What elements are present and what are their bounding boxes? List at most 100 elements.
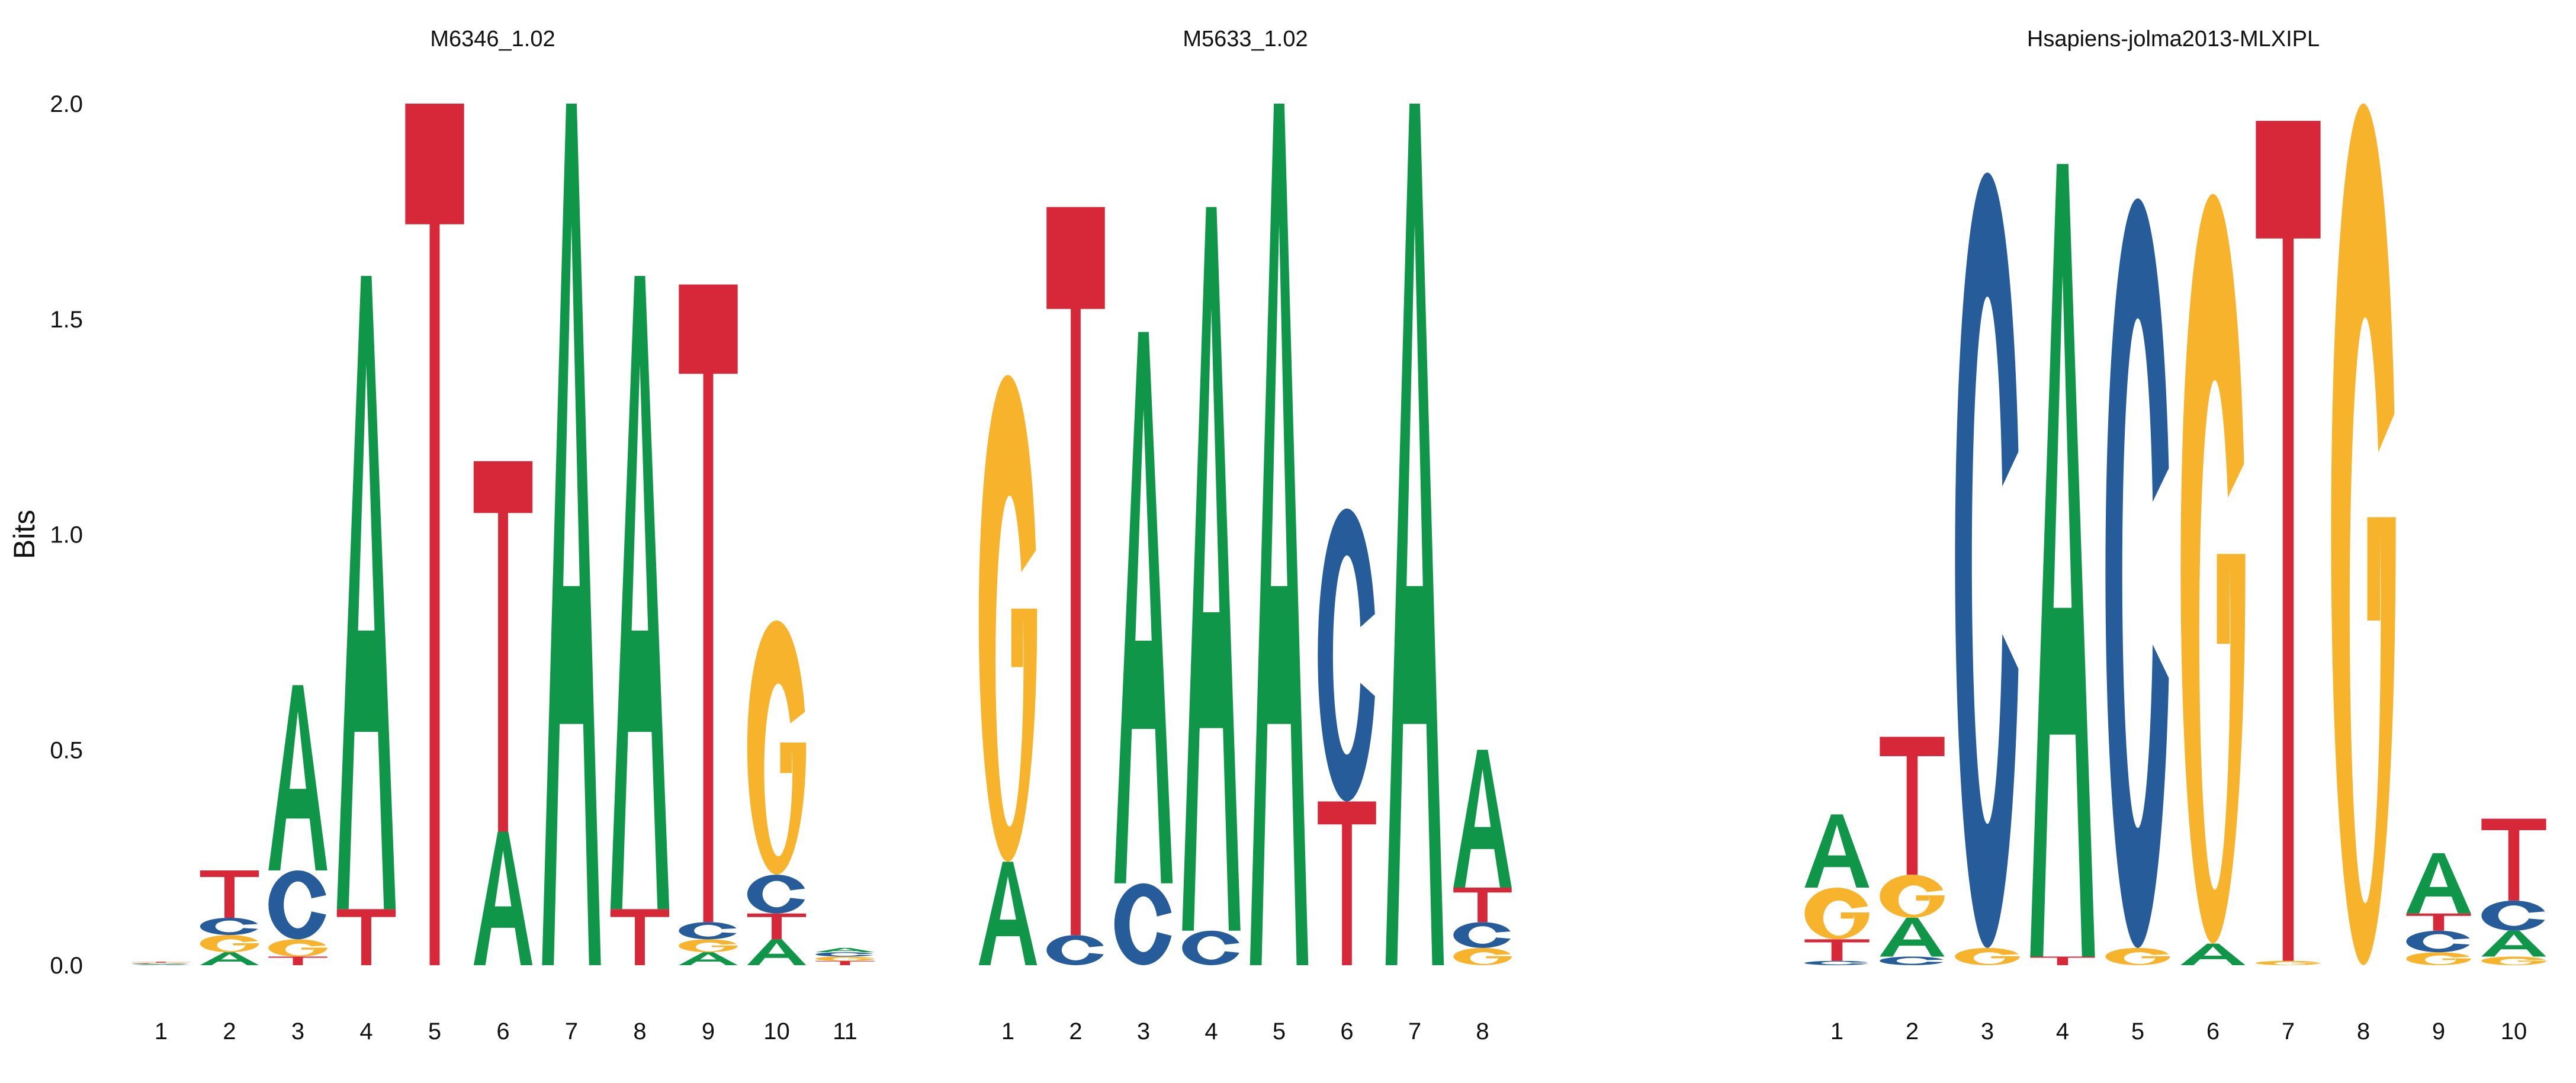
letter-a xyxy=(336,276,396,910)
letter-t xyxy=(405,104,464,965)
letter-c xyxy=(1182,930,1239,966)
logo-panel: Hsapiens-jolma2013-MLXIPL 1 2 3 4 5 6 7 8 9 10 xyxy=(1804,27,2546,1045)
letter-t xyxy=(473,461,533,832)
letter-a xyxy=(978,862,1038,965)
letter-t xyxy=(1804,939,1870,961)
y-axis-title: Bits xyxy=(8,510,41,559)
letter-c xyxy=(1114,883,1172,965)
letter-a xyxy=(1804,814,1870,888)
letter-t xyxy=(1046,207,1105,936)
letter-t xyxy=(2481,818,2546,901)
logo-panel: M6346_1.02 1 2 3 4 5 6 7 8 9 10 11 xyxy=(131,27,875,1045)
position-label: 3 xyxy=(1137,1018,1150,1045)
letter-a xyxy=(2406,853,2471,914)
position-label: 8 xyxy=(1476,1018,1489,1045)
position-label: 1 xyxy=(1830,1018,1843,1045)
letter-g xyxy=(2256,960,2321,965)
position-label: 3 xyxy=(1981,1018,1994,1045)
letter-t xyxy=(747,913,807,940)
logo-panel: M5633_1.02 1 2 3 4 5 6 7 8 xyxy=(978,27,1512,1045)
logo-panels: M6346_1.02 1 2 3 4 5 6 7 8 9 10 11 M5633_1.02 1 2 3 4 5 6 7… xyxy=(131,27,2546,1045)
y-tick-label: 0.0 xyxy=(50,953,83,979)
y-tick-label: 2.0 xyxy=(50,91,83,117)
letter-a xyxy=(747,939,807,965)
y-tick-label: 1.5 xyxy=(50,307,83,333)
position-label: 5 xyxy=(1273,1018,1286,1045)
letter-t xyxy=(2406,913,2471,931)
position-label: 4 xyxy=(2056,1018,2069,1045)
position-label: 2 xyxy=(223,1018,236,1045)
letter-t xyxy=(200,870,259,918)
letter-a xyxy=(679,952,738,965)
letter-g xyxy=(1880,875,1945,918)
letter-g xyxy=(815,956,875,961)
letter-t xyxy=(336,909,396,965)
letter-c xyxy=(815,952,873,957)
letter-c xyxy=(747,875,805,914)
position-label: 7 xyxy=(565,1018,578,1045)
position-label: 11 xyxy=(833,1018,857,1045)
letter-a xyxy=(1250,104,1309,965)
panel-title: M5633_1.02 xyxy=(1183,27,1308,52)
letter-g xyxy=(747,620,807,875)
position-label: 7 xyxy=(1408,1018,1421,1045)
letter-a xyxy=(2030,163,2095,957)
letter-c xyxy=(1046,935,1104,966)
letter-c xyxy=(1804,960,1868,965)
letter-t xyxy=(815,960,875,965)
letter-c xyxy=(2481,900,2545,931)
letter-g xyxy=(1804,888,1870,940)
position-label: 4 xyxy=(1205,1018,1218,1045)
position-label: 2 xyxy=(1906,1018,1919,1045)
letter-g xyxy=(1955,947,2020,966)
position-label: 1 xyxy=(155,1018,168,1045)
y-axis: 0.0 0.5 1.0 1.5 2.0 Bits xyxy=(8,91,83,979)
letter-c xyxy=(200,917,258,936)
position-label: 6 xyxy=(496,1018,509,1045)
letter-t xyxy=(610,909,670,965)
letter-t xyxy=(1318,801,1376,965)
position-label: 7 xyxy=(2282,1018,2295,1045)
letter-t xyxy=(1880,737,1945,875)
position-label: 1 xyxy=(1001,1018,1014,1045)
letter-a xyxy=(1880,917,1945,957)
letter-a xyxy=(542,104,601,965)
letter-c xyxy=(1880,956,1944,965)
letter-g xyxy=(2331,103,2396,965)
letter-c xyxy=(1955,172,2019,948)
letter-c xyxy=(1318,508,1375,802)
letter-c xyxy=(1453,922,1511,948)
position-label: 2 xyxy=(1069,1018,1082,1045)
letter-g xyxy=(268,939,327,957)
position-label: 5 xyxy=(428,1018,441,1045)
letter-c xyxy=(2105,198,2169,948)
position-label: 10 xyxy=(763,1018,790,1045)
position-label: 6 xyxy=(1340,1018,1353,1045)
letter-c xyxy=(131,963,189,965)
position-label: 3 xyxy=(291,1018,304,1045)
letter-g xyxy=(200,935,259,953)
position-label: 8 xyxy=(633,1018,646,1045)
letter-a xyxy=(1385,104,1444,965)
letter-a xyxy=(200,952,259,965)
letter-t xyxy=(679,284,738,923)
letter-t xyxy=(1453,888,1512,923)
position-label: 9 xyxy=(702,1018,715,1045)
letter-a xyxy=(1182,207,1241,931)
panel-title: Hsapiens-jolma2013-MLXIPL xyxy=(2027,27,2320,52)
letter-a xyxy=(610,276,670,910)
y-tick-label: 0.5 xyxy=(50,737,83,763)
letter-t xyxy=(2256,121,2321,961)
letter-g xyxy=(2481,956,2546,965)
letter-g xyxy=(2180,194,2246,944)
position-label: 4 xyxy=(359,1018,372,1045)
letter-g xyxy=(1453,947,1512,965)
letter-a xyxy=(268,685,327,870)
letter-g xyxy=(2406,952,2471,965)
letter-a xyxy=(1114,332,1173,883)
letter-g xyxy=(978,375,1038,862)
letter-t xyxy=(2030,956,2095,965)
y-tick-label: 1.0 xyxy=(50,522,83,548)
letter-t xyxy=(268,956,327,965)
position-label: 10 xyxy=(2501,1018,2527,1045)
